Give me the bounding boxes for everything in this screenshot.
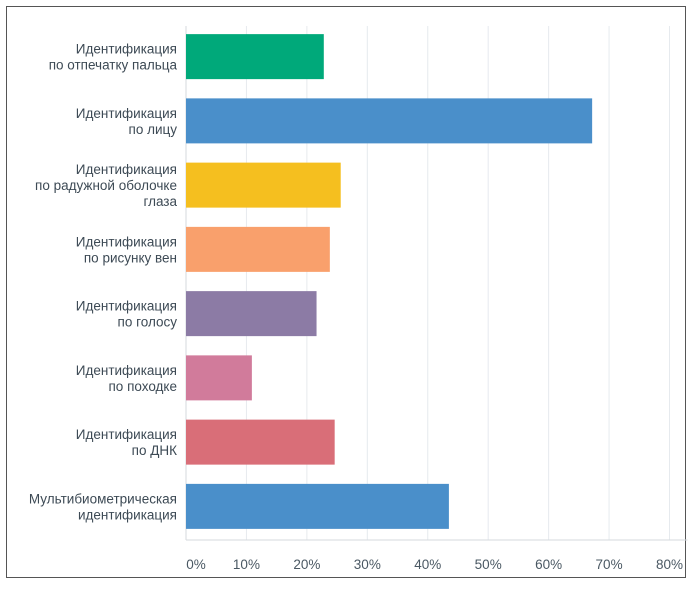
bar — [186, 34, 324, 80]
category-label: Идентификация по радужной оболочке глаза — [35, 162, 177, 209]
category-label-line: Идентификация — [76, 427, 177, 442]
category-label-line: Идентификация — [76, 363, 177, 378]
category-label-line: Идентификация — [76, 106, 177, 121]
category-label: Мультибиометрическая идентификация — [29, 491, 177, 522]
category-label-line: Идентификация — [76, 162, 177, 177]
bar — [186, 419, 335, 465]
category-label-line: по походке — [109, 379, 178, 394]
category-label-line: Идентификация — [76, 42, 177, 57]
category-label-line: по ДНК — [132, 443, 177, 458]
category-label: Идентификация по ДНК — [76, 427, 177, 458]
x-tick-label: 20% — [293, 557, 320, 572]
category-label-line: по лицу — [129, 122, 178, 137]
bar — [186, 483, 449, 529]
x-tick-label: 10% — [233, 557, 260, 572]
bar — [186, 291, 317, 337]
x-tick-label: 30% — [354, 557, 381, 572]
category-label-line: идентификация — [78, 507, 177, 522]
category-label-line: по голосу — [118, 315, 178, 330]
bar — [186, 355, 252, 401]
x-tick-label: 80% — [656, 557, 683, 572]
bar — [186, 98, 593, 144]
category-label: Идентификация по рисунку вен — [76, 234, 177, 265]
category-label-line: Идентификация — [76, 234, 177, 249]
category-label-line: глаза — [143, 194, 177, 209]
x-tick-label: 70% — [596, 557, 623, 572]
bar — [186, 162, 341, 208]
x-tick-label: 40% — [414, 557, 441, 572]
category-label-line: по рисунку вен — [84, 250, 177, 265]
category-label: Идентификация по походке — [76, 363, 177, 394]
category-label: Идентификация по голосу — [76, 299, 177, 330]
x-tick-label: 60% — [535, 557, 562, 572]
category-label: Идентификация по лицу — [76, 106, 177, 137]
category-label: Идентификация по отпечатку пальца — [49, 42, 178, 73]
x-tick-label: 50% — [475, 557, 502, 572]
bar — [186, 226, 330, 272]
category-label-line: по радужной оболочке — [35, 178, 177, 193]
chart-frame — [6, 6, 686, 578]
category-label-line: Мультибиометрическая — [29, 491, 177, 506]
category-label-line: Идентификация — [76, 299, 177, 314]
category-label-line: по отпечатку пальца — [49, 58, 178, 73]
x-tick-label: 0% — [186, 557, 206, 572]
